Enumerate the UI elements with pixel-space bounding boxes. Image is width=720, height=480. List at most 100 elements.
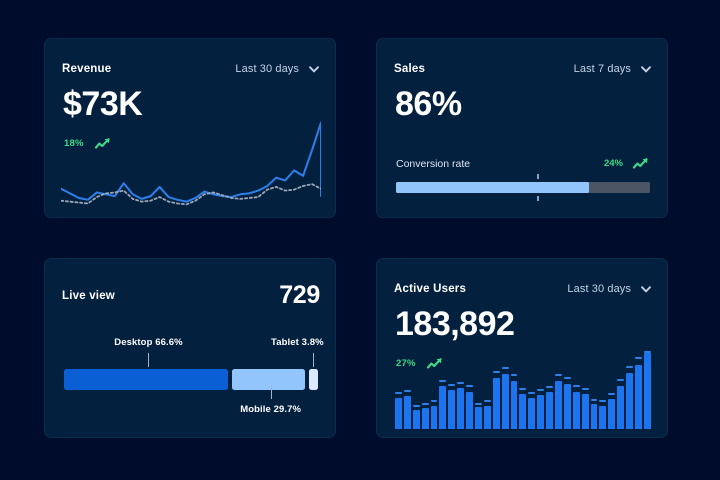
bar-cap <box>439 379 447 382</box>
bar-gap <box>555 376 562 381</box>
progress-track <box>396 182 650 193</box>
bar-body <box>555 380 562 429</box>
bar-cap <box>608 393 616 396</box>
bar-body <box>599 405 607 429</box>
segment-label-2: Tablet 3.8% <box>271 337 324 348</box>
bar-column <box>608 351 616 429</box>
bar-body <box>430 405 438 429</box>
bar-cap <box>599 400 607 403</box>
bar-column <box>563 351 571 429</box>
revenue-line-chart <box>61 117 321 209</box>
bar-cap <box>617 379 625 382</box>
bar-body <box>528 397 536 429</box>
bar-body <box>492 378 500 429</box>
segment-2[interactable] <box>308 369 318 390</box>
bar-body <box>510 380 518 429</box>
segmented-bar <box>64 369 318 390</box>
bar-cap <box>519 387 527 390</box>
conversion-rate-trend: 24% <box>604 157 650 170</box>
bar-body <box>403 396 411 429</box>
active-users-trend: 27% <box>396 357 444 370</box>
active-users-trend-percent: 27% <box>396 358 416 369</box>
card-live-view: Live view 729 Desktop 66.6% Mobile 29.7% T… <box>44 258 336 438</box>
conversion-rate-row: Conversion rate 24% <box>396 157 650 170</box>
sales-range-selector[interactable]: Last 7 days <box>574 63 652 75</box>
chevron-down-icon <box>640 63 652 75</box>
bar-column <box>395 351 402 429</box>
segment-1[interactable] <box>231 369 305 390</box>
card-active-users: Active Users Last 30 days 183,892 27% <box>376 258 668 438</box>
revenue-range-selector[interactable]: Last 30 days <box>235 63 320 75</box>
bar-column <box>439 351 447 429</box>
revenue-card-title: Revenue <box>62 63 112 75</box>
conversion-rate-percent: 24% <box>603 158 623 169</box>
bar-column <box>537 351 545 429</box>
bar-body <box>421 407 429 429</box>
bar-cap <box>555 373 562 376</box>
line-series <box>61 183 321 206</box>
chevron-down-icon <box>640 283 652 295</box>
card-grid: Revenue Last 30 days $73K 18% <box>44 38 668 440</box>
bar-column <box>510 351 518 429</box>
bar-column <box>546 351 554 429</box>
segment-label-0: Desktop 66.6% <box>114 337 183 348</box>
bar-cap <box>643 351 651 354</box>
bar-column <box>421 351 429 429</box>
live-view-card-title: Live view <box>62 289 115 302</box>
active-users-card-title: Active Users <box>394 283 467 295</box>
bar-body <box>635 365 642 429</box>
active-users-range-selector[interactable]: Last 30 days <box>567 283 652 295</box>
bar-body <box>412 409 420 429</box>
bar-column <box>483 351 491 429</box>
bar-body <box>475 407 482 429</box>
revenue-value: $73K <box>63 85 143 123</box>
segment-label-1: Mobile 29.7% <box>240 404 302 415</box>
bar-column <box>635 351 642 429</box>
bar-body <box>608 399 616 429</box>
bar-cap <box>537 389 545 392</box>
active-users-value: 183,892 <box>395 305 515 343</box>
bar-cap <box>421 403 429 406</box>
bar-body <box>501 374 509 429</box>
conversion-progress-bar[interactable] <box>396 174 650 201</box>
revenue-card-header: Revenue Last 30 days <box>62 63 320 75</box>
bar-column <box>626 351 634 429</box>
bar-body <box>519 393 527 429</box>
bar-cap <box>466 385 474 388</box>
line-series <box>61 121 321 203</box>
bar-body <box>590 404 598 429</box>
bar-column <box>555 351 562 429</box>
progress-marker <box>537 174 540 201</box>
trend-up-arrow-icon <box>94 137 112 150</box>
bar-column <box>492 351 500 429</box>
bar-column <box>430 351 438 429</box>
bar-body <box>572 391 580 429</box>
bar-body <box>439 386 447 429</box>
bar-cap <box>572 385 580 388</box>
segment-0[interactable] <box>64 369 228 390</box>
chevron-down-icon <box>308 63 320 75</box>
trend-up-arrow-icon <box>633 157 650 170</box>
live-view-card-header: Live view 729 <box>62 283 320 308</box>
bar-body <box>537 395 545 429</box>
revenue-trend-percent: 18% <box>64 138 84 149</box>
active-users-card-header: Active Users Last 30 days <box>394 283 652 295</box>
bar-body <box>466 391 474 429</box>
bar-cap <box>492 371 500 374</box>
sales-card-title: Sales <box>394 63 426 75</box>
bar-column <box>466 351 474 429</box>
bar-body <box>546 392 554 429</box>
bar-body <box>457 388 465 429</box>
active-users-bar-chart <box>395 351 651 429</box>
bar-cap <box>635 357 642 360</box>
bar-cap <box>403 390 411 393</box>
bar-gap <box>573 387 580 391</box>
bar-column <box>412 351 420 429</box>
bar-cap <box>590 398 598 401</box>
bar-cap <box>457 382 465 385</box>
bar-cap <box>510 373 518 376</box>
bar-cap <box>501 367 509 370</box>
bar-column <box>448 351 456 429</box>
bar-column <box>528 351 536 429</box>
